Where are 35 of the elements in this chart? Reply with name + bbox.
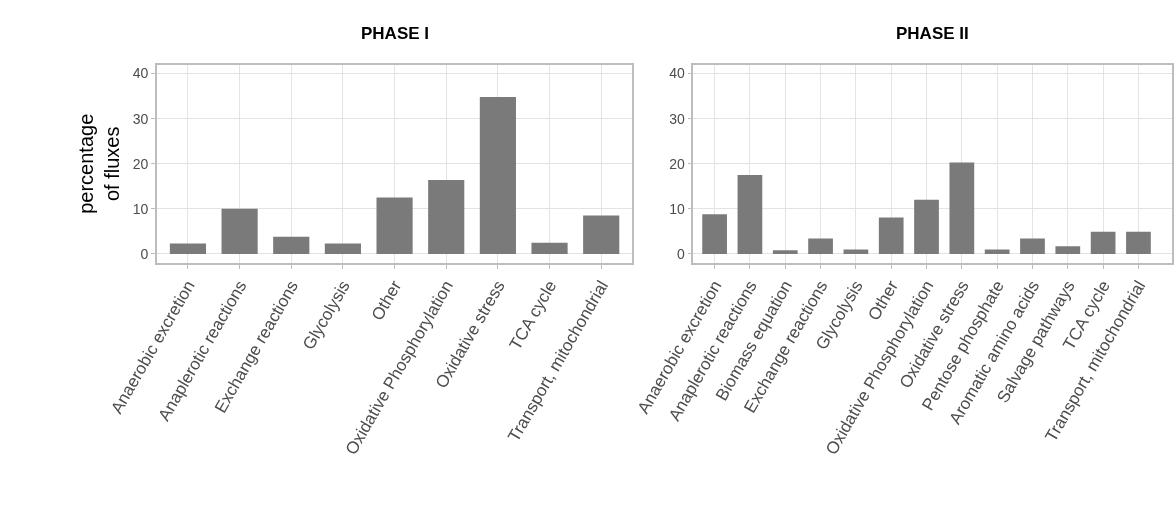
bar (428, 179, 465, 254)
bar (479, 97, 516, 254)
bar (984, 249, 1010, 254)
y-tick-label: 10 (132, 200, 149, 217)
bar (878, 217, 904, 254)
bar (169, 243, 207, 254)
y-tick-label: 30 (669, 110, 686, 127)
bar (583, 215, 620, 254)
y-tick-label: 10 (669, 200, 686, 217)
y-tick-label: 20 (669, 155, 686, 172)
bar (843, 249, 869, 254)
y-tick-label: 20 (132, 155, 149, 172)
y-tick-label: 40 (132, 65, 149, 82)
bar (772, 250, 798, 254)
bar (914, 199, 939, 254)
bar (1090, 231, 1116, 254)
y-axis-title: percentage of fluxes (74, 113, 123, 214)
bar (949, 162, 975, 254)
bar (273, 236, 310, 254)
bar (221, 208, 258, 254)
chart-title: PHASE I (361, 24, 430, 43)
bar (531, 242, 568, 254)
bar (1020, 238, 1045, 254)
bar (737, 175, 763, 254)
chart-title: PHASE II (896, 24, 969, 43)
bar (1055, 246, 1081, 254)
y-tick-label: 0 (677, 245, 686, 262)
y-tick-label: 30 (132, 110, 149, 127)
bar (376, 197, 413, 254)
y-tick-label: 40 (669, 65, 686, 82)
bar (1126, 231, 1151, 254)
bar (808, 238, 833, 254)
bar (702, 214, 727, 254)
bar (324, 243, 361, 254)
y-tick-label: 0 (140, 245, 149, 262)
